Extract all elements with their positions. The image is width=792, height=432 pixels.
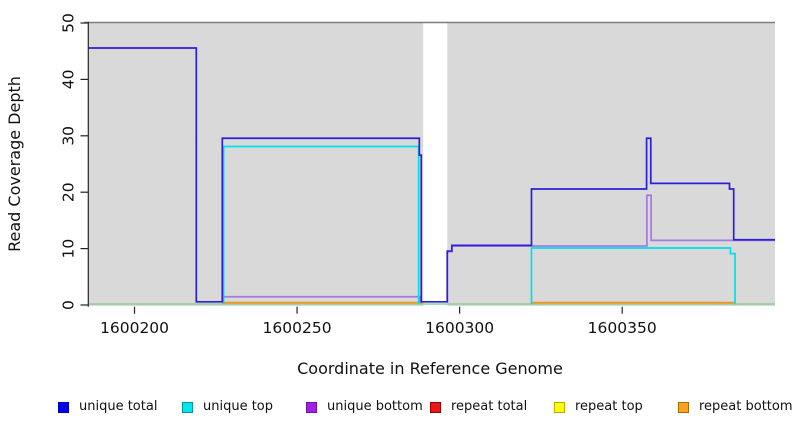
x-axis-label: Coordinate in Reference Genome [297, 359, 563, 378]
series-line-unique-total [89, 47, 775, 303]
y-tick-label: 10 [60, 239, 78, 259]
y-tick-label: 30 [60, 126, 78, 146]
x-tick-label: 1600250 [263, 319, 332, 337]
coverage-panel-0 [89, 22, 424, 306]
y-tick-label: 40 [60, 70, 78, 90]
x-tick-label: 1600300 [425, 319, 494, 337]
y-tick-label: 20 [60, 182, 78, 202]
y-tick-label: 50 [60, 13, 78, 33]
y-tick-label: 0 [60, 300, 78, 310]
x-tick-label: 1600350 [588, 319, 657, 337]
y-axis-label: Read Coverage Depth [5, 76, 24, 252]
x-tick-label: 1600200 [100, 319, 169, 337]
series-line-unique-top [530, 247, 736, 305]
series-line-unique-top [222, 145, 420, 305]
coverage-panel-1 [447, 22, 775, 306]
